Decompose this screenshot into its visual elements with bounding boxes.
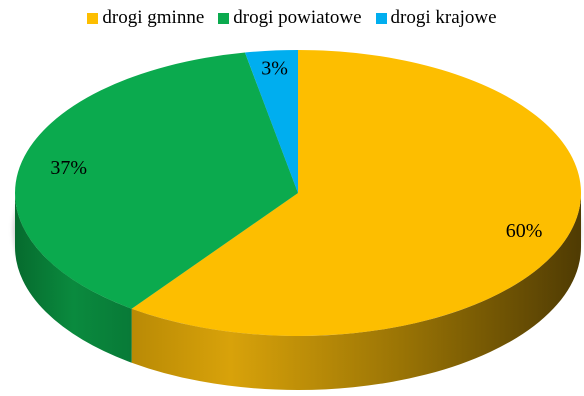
pie-side-gminne xyxy=(131,193,581,390)
pie-sides xyxy=(15,193,581,390)
data-label-powiatowe: 37% xyxy=(50,157,87,179)
pie-slice-powiatowe xyxy=(14,52,298,309)
data-label-gminne: 60% xyxy=(506,220,543,242)
legend-swatch-gminne xyxy=(87,12,99,24)
data-label-krajowe: 3% xyxy=(261,58,288,80)
legend-label-gminne: drogi gminne xyxy=(102,7,205,28)
legend-item-gminne: drogi gminne xyxy=(87,7,204,29)
pie-side-powiatowe xyxy=(15,193,132,363)
legend-label-krajowe: drogi krajowe xyxy=(390,7,497,28)
pie-labels: 60% 37% 3% xyxy=(50,58,542,242)
legend-swatch-krajowe xyxy=(375,12,387,24)
legend-item-krajowe: drogi krajowe xyxy=(375,7,497,29)
legend-swatch-powiatowe xyxy=(218,12,230,24)
legend-item-powiatowe: drogi powiatowe xyxy=(218,7,362,29)
pie-slice-krajowe xyxy=(244,50,298,193)
pie-tops xyxy=(14,50,581,336)
legend-label-powiatowe: drogi powiatowe xyxy=(233,7,362,28)
pie-slice-gminne xyxy=(131,50,581,336)
legend: drogi gminne drogi powiatowe drogi krajo… xyxy=(0,0,584,36)
